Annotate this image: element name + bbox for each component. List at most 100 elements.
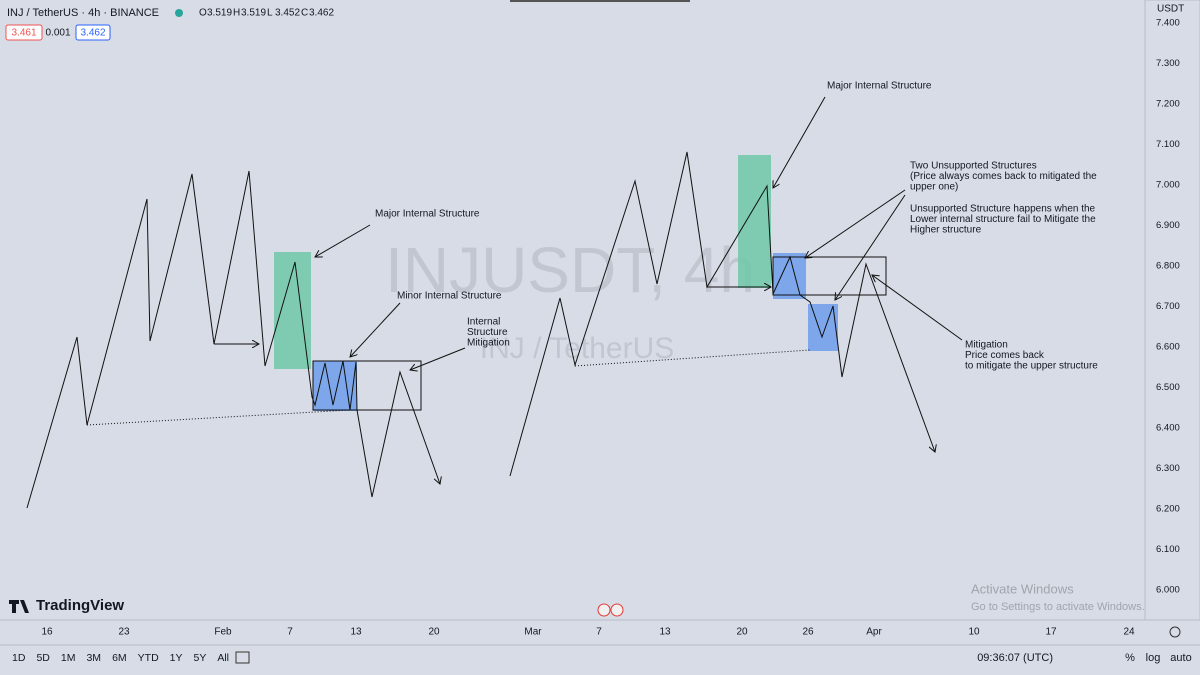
top-bar <box>510 0 690 2</box>
time-tick-label: 7 <box>596 627 602 638</box>
range-button[interactable]: 1D <box>12 652 26 664</box>
arrow <box>410 347 466 370</box>
annotation: Mitigation <box>467 338 510 349</box>
percent-toggle[interactable]: % <box>1125 652 1135 664</box>
arrow <box>315 224 371 257</box>
blue-zone <box>773 253 806 299</box>
annotation: Major Internal Structure <box>375 209 480 220</box>
price-tick-label: 6.200 <box>1156 504 1180 515</box>
price-tick-label: 7.000 <box>1156 180 1180 191</box>
arrow <box>805 189 906 258</box>
annotation: Price comes back <box>965 350 1045 361</box>
time-tick-label: Apr <box>866 627 882 638</box>
arrow <box>350 302 401 357</box>
time-tick-label: 13 <box>350 627 362 638</box>
time-tick-label: 17 <box>1045 627 1057 638</box>
time-tick-label: 10 <box>968 627 980 638</box>
box <box>772 256 887 296</box>
range-button[interactable]: YTD <box>138 652 159 664</box>
time-tick-label: 20 <box>736 627 748 638</box>
price-tick-label: 6.500 <box>1156 382 1180 393</box>
time-tick-label: 7 <box>287 627 293 638</box>
ohlc-value: 3.462 <box>309 8 334 19</box>
event-icon <box>610 603 624 617</box>
annotation: Mitigation <box>965 340 1008 351</box>
blue-zone <box>313 361 357 411</box>
time-tick-label: 20 <box>428 627 440 638</box>
currency[interactable]: USDT <box>1157 4 1184 15</box>
range-button[interactable]: 6M <box>112 652 127 664</box>
range-button[interactable]: 1M <box>61 652 76 664</box>
price-path <box>26 170 440 509</box>
annotation: Major Internal Structure <box>827 81 932 92</box>
annotation: Structure <box>467 327 508 338</box>
time-tick-label: Feb <box>214 627 232 638</box>
dotted-line <box>574 349 811 367</box>
bid-box <box>5 24 43 41</box>
price-tick-label: 7.200 <box>1156 99 1180 110</box>
ohlc-value: 3.519 <box>241 8 266 19</box>
ohlc-label: C <box>301 8 308 19</box>
time-tick-label: 13 <box>659 627 671 638</box>
green-zone <box>738 155 771 288</box>
annotation: Higher structure <box>910 225 982 236</box>
time-tick-label: 23 <box>118 627 130 638</box>
ohlc-value: 3.452 <box>275 8 300 19</box>
ohlc: O 3.519 H 3.519 L 3.452 C 3.462 <box>199 8 334 19</box>
time-tick-label: 24 <box>1123 627 1135 638</box>
price-tick-label: 6.600 <box>1156 342 1180 353</box>
os-notice-text: Go to Settings to activate Windows. <box>971 601 1145 613</box>
price-path <box>509 151 935 477</box>
ohlc-label: H <box>233 8 240 19</box>
logo-icon <box>9 600 29 613</box>
ohlc-label: O <box>199 8 207 19</box>
date-range-icon[interactable] <box>235 651 250 664</box>
annotation: Two Unsupported Structures <box>910 161 1037 172</box>
price-tick-label: 6.100 <box>1156 544 1180 555</box>
range-button[interactable]: 1Y <box>170 652 183 664</box>
price-tick-label: 7.100 <box>1156 139 1180 150</box>
range-button[interactable]: 5Y <box>194 652 207 664</box>
logo: TradingView <box>36 597 124 614</box>
price-tick-label: 7.300 <box>1156 58 1180 69</box>
price-tick-label: 6.900 <box>1156 220 1180 231</box>
price-tick-label: 6.000 <box>1156 585 1180 596</box>
bid: 3.461 <box>11 28 36 39</box>
ohlc-label: L <box>267 8 273 19</box>
annotation: Minor Internal Structure <box>397 291 502 302</box>
symbol: INJ / TetherUS · 4h · BINANCE <box>7 7 159 19</box>
status-dot <box>175 9 183 17</box>
drawings <box>26 96 963 509</box>
log-toggle[interactable]: log <box>1146 652 1161 664</box>
price-tick-label: 6.400 <box>1156 423 1180 434</box>
time-tick-label: Mar <box>524 627 542 638</box>
ask-box <box>75 24 111 41</box>
price-axis <box>1144 0 1200 621</box>
spread: 0.001 <box>45 28 70 39</box>
clock: 09:36:07 (UTC) <box>977 652 1053 664</box>
arrow <box>872 275 963 341</box>
time-tick-label: 16 <box>41 627 53 638</box>
os-notice-title: Activate Windows <box>971 581 1074 596</box>
watermark-symbol: INJUSDT, 4h <box>385 234 755 306</box>
ohlc-value: 3.519 <box>207 8 232 19</box>
annotation: upper one) <box>910 182 958 193</box>
arrow <box>773 96 826 188</box>
price-tick-label: 6.300 <box>1156 463 1180 474</box>
auto-toggle[interactable]: auto <box>1170 652 1191 664</box>
range-button[interactable]: 3M <box>86 652 101 664</box>
annotation: to mitigate the upper structure <box>965 361 1098 372</box>
arrow <box>835 194 906 300</box>
range-button[interactable]: All <box>217 652 229 664</box>
price-tick-label: 6.800 <box>1156 261 1180 272</box>
annotation: (Price always comes back to mitigated th… <box>910 171 1097 182</box>
dotted-line <box>86 409 351 426</box>
settings-icon[interactable] <box>1169 626 1181 638</box>
annotation: Internal <box>467 317 500 328</box>
range-button[interactable]: 5D <box>36 652 50 664</box>
price-tick-label: 6.700 <box>1156 301 1180 312</box>
time-tick-label: 26 <box>802 627 814 638</box>
ask: 3.462 <box>80 28 105 39</box>
